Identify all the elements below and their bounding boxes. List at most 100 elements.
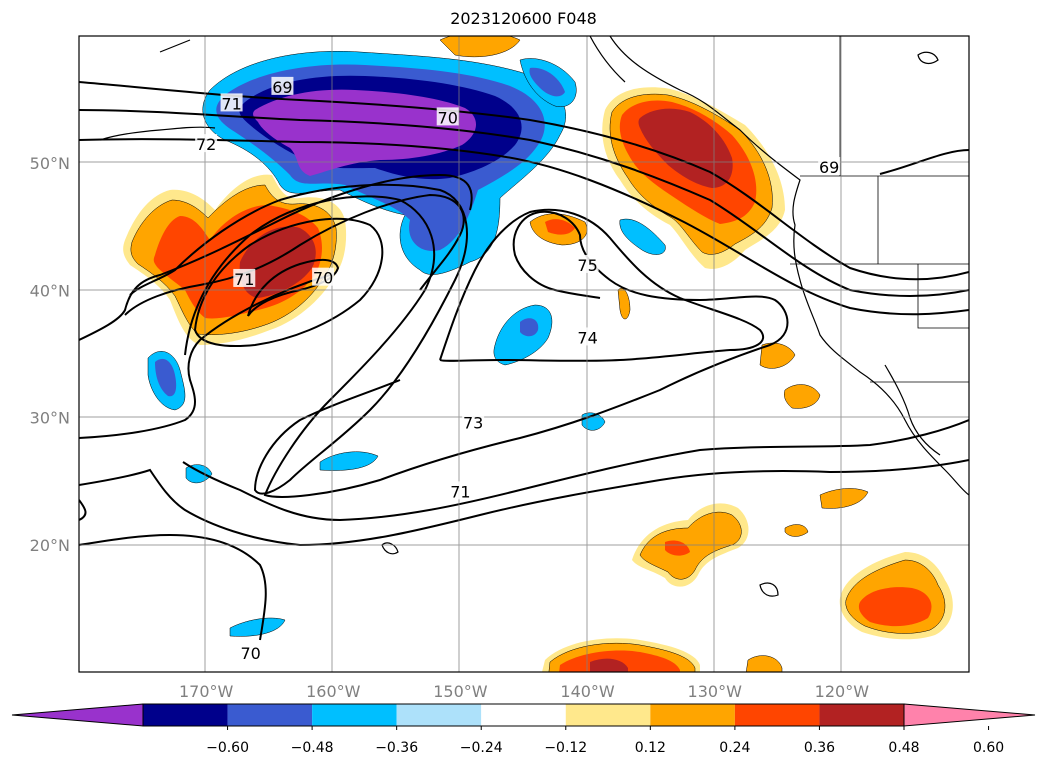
contour-label: 70 xyxy=(313,269,333,288)
colorbar-tick-label: −0.60 xyxy=(206,740,249,756)
coastline xyxy=(381,542,399,555)
colorbar-tick-label: 0.60 xyxy=(973,740,1004,756)
contour-label: 70 xyxy=(240,644,260,663)
lat-tick-label: 50°N xyxy=(30,154,70,173)
lon-ticks: 170°W 160°W 150°W 140°W 130°W 120°W xyxy=(179,682,869,701)
colorbar-bin xyxy=(819,704,904,726)
contour-label-bg xyxy=(436,107,459,126)
anomaly-region xyxy=(439,36,521,58)
contour-label: 74 xyxy=(577,328,597,347)
height-contours xyxy=(79,81,969,641)
contour-label: 71 xyxy=(221,94,241,113)
colorbar-tick-label: −0.12 xyxy=(544,740,587,756)
contour-line xyxy=(79,533,267,641)
contour-line xyxy=(247,258,340,317)
colorbar: −0.60 −0.48 −0.36 −0.24 −0.12 0.12 0.24 0.36 0.4… xyxy=(11,703,1036,756)
contour-label: 71 xyxy=(234,270,254,289)
contour-line xyxy=(879,149,969,175)
contour-line xyxy=(79,499,87,521)
coastline xyxy=(159,39,191,53)
anomaly-region xyxy=(253,89,477,176)
anomaly-region xyxy=(229,617,286,637)
coastlines xyxy=(99,36,969,597)
anomaly-region xyxy=(665,540,690,556)
colorbar-bin xyxy=(143,704,228,726)
coastline xyxy=(759,582,779,597)
contour-label-bg xyxy=(195,134,218,153)
coastline xyxy=(589,36,626,83)
lat-ticks: 20°N 30°N 40°N 50°N xyxy=(30,154,70,555)
lon-tick-label: 160°W xyxy=(306,682,361,701)
colorbar-bin xyxy=(312,704,397,726)
contour-line xyxy=(439,208,765,362)
colorbar-tick-label: −0.24 xyxy=(460,740,503,756)
colorbar-tick-label: 0.24 xyxy=(719,740,750,756)
contour-line xyxy=(79,138,969,316)
anomaly-region xyxy=(590,658,628,672)
colorbar-extension-high xyxy=(903,703,1036,727)
contour-label: 72 xyxy=(196,135,216,154)
contour-labels: 69 70 71 72 69 71 70 75 74 73 71 70 xyxy=(195,76,841,663)
contour-label-bg xyxy=(449,481,472,500)
contour-label-bg xyxy=(312,267,335,286)
contour-line xyxy=(79,459,969,547)
contour-label: 69 xyxy=(819,158,839,177)
map-area: 69 70 71 72 69 71 70 75 74 73 71 70 xyxy=(79,36,969,672)
anomaly-region xyxy=(784,524,809,537)
anomaly-region xyxy=(493,304,553,366)
borders xyxy=(790,36,969,383)
contour-label: 75 xyxy=(577,256,597,275)
anomaly-region xyxy=(520,318,539,337)
contour-line xyxy=(79,81,969,281)
anomaly-region xyxy=(638,108,733,188)
anomaly-region xyxy=(155,358,177,397)
anomaly-region xyxy=(545,219,575,235)
anomaly-region xyxy=(819,488,869,509)
colorbar-bin xyxy=(227,704,313,726)
colorbar-tick-label: −0.36 xyxy=(375,740,418,756)
colorbar-tick-label: 0.12 xyxy=(635,740,666,756)
lat-tick-label: 30°N xyxy=(30,409,70,428)
colorbar-bin xyxy=(481,704,566,726)
anomaly-region xyxy=(784,384,821,409)
coastline xyxy=(884,364,941,456)
anomaly-region xyxy=(619,218,666,255)
anomaly-region xyxy=(239,226,316,298)
contour-line xyxy=(124,193,465,316)
colorbar-bin xyxy=(650,704,735,726)
contour-label-bg xyxy=(220,93,243,112)
anomaly-region xyxy=(745,655,783,672)
contour-label: 70 xyxy=(438,108,458,127)
contour-line xyxy=(79,274,331,439)
contour-line xyxy=(79,173,473,341)
coastline xyxy=(917,51,939,65)
colorbar-bin xyxy=(396,704,482,726)
state-border xyxy=(917,264,969,329)
colorbar-bin xyxy=(565,704,651,726)
contour-label-bg xyxy=(271,76,294,95)
colorbar-tick-label: 0.36 xyxy=(804,740,835,756)
anomaly-region xyxy=(858,587,932,627)
colorbar-tick-label: 0.48 xyxy=(888,740,919,756)
contour-label: 71 xyxy=(450,482,470,501)
lon-tick-label: 130°W xyxy=(688,682,743,701)
contour-label-bg xyxy=(233,268,256,287)
contour-label: 69 xyxy=(272,78,292,97)
contour-line xyxy=(182,419,969,522)
contour-label-bg xyxy=(462,412,485,431)
contour-label-bg xyxy=(576,254,599,273)
contour-label-bg xyxy=(239,642,262,661)
contour-line xyxy=(129,183,468,495)
colorbar-outline xyxy=(142,703,905,727)
lon-tick-label: 170°W xyxy=(179,682,234,701)
anomaly-region xyxy=(529,67,565,97)
chart-title: 2023120600 F048 xyxy=(450,9,597,28)
contour-line xyxy=(193,217,384,348)
coastline xyxy=(99,126,216,141)
contour-line xyxy=(184,195,789,498)
lat-tick-label: 40°N xyxy=(30,281,70,300)
lon-tick-label: 120°W xyxy=(815,682,870,701)
colorbar-extension-low xyxy=(11,703,144,727)
